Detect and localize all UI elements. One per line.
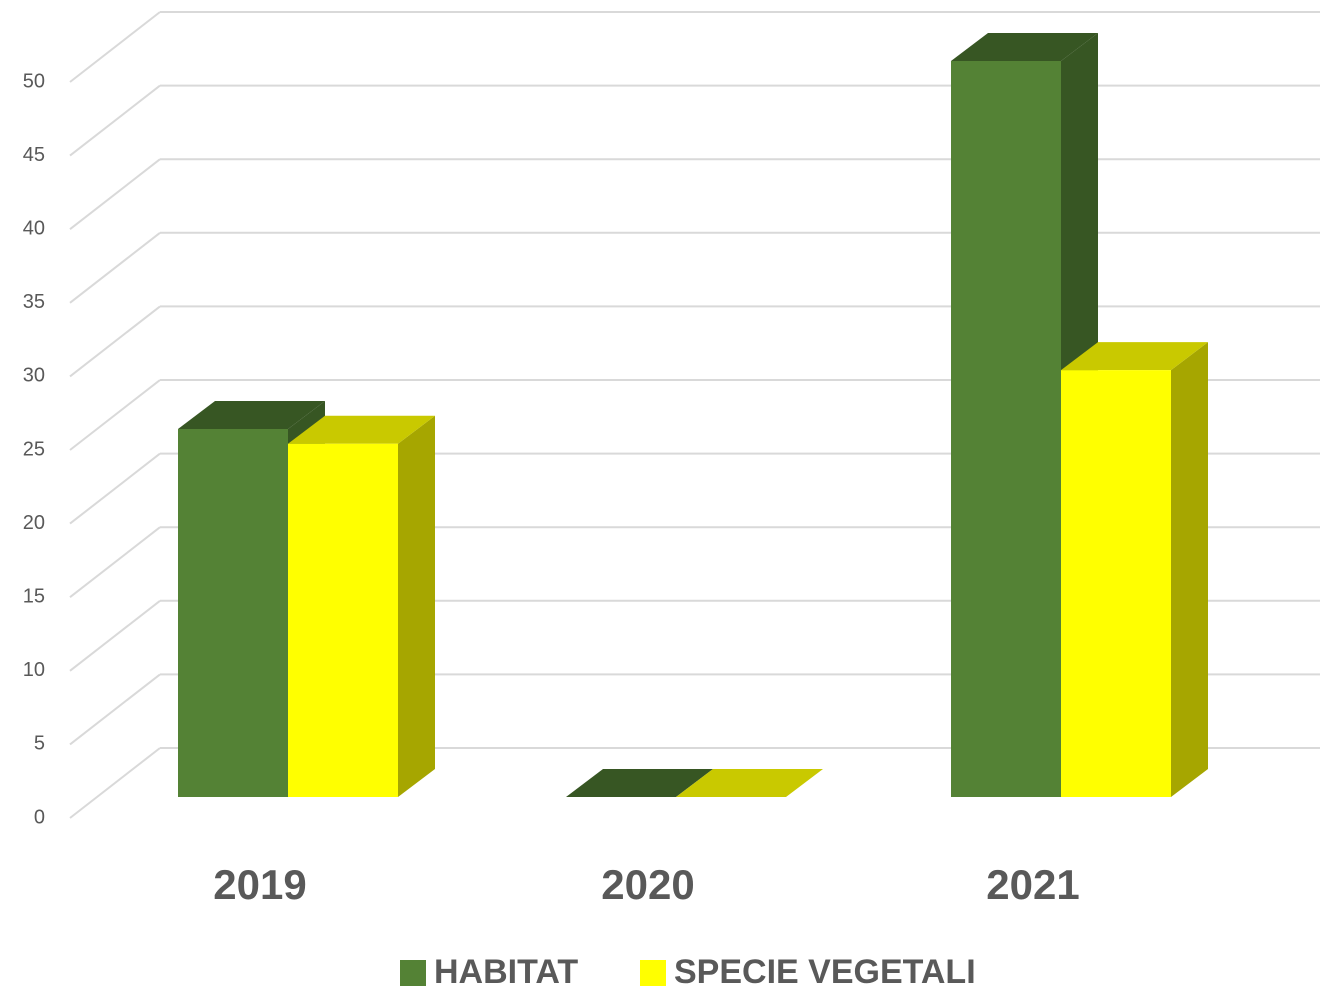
y-tick-label: 5	[34, 733, 45, 755]
y-tick-label: 20	[23, 512, 45, 534]
legend-swatch	[400, 960, 426, 986]
grid-line-side	[70, 306, 160, 376]
y-tick-label: 45	[23, 144, 45, 166]
y-tick-label: 30	[23, 365, 45, 387]
bar	[178, 429, 288, 797]
grid-line-side	[70, 380, 160, 450]
x-tick-label: 2019	[213, 861, 306, 908]
grid-line-side	[70, 527, 160, 597]
legend-swatch	[640, 960, 666, 986]
bar	[1061, 370, 1171, 797]
chart: 0 5 10 15 20 25 30 35 40 45 50 2019 2020 2021 HABITAT S…	[0, 0, 1326, 995]
x-tick-label: 2021	[986, 861, 1079, 908]
y-tick-label: 0	[34, 806, 45, 828]
legend-label: HABITAT	[434, 953, 578, 991]
grid-line-side	[70, 233, 160, 303]
grid-line-side	[70, 748, 160, 818]
legend-label: SPECIE VEGETALI	[674, 953, 976, 991]
grid-line-side	[70, 674, 160, 744]
bar-side	[1171, 342, 1208, 797]
y-tick-label: 25	[23, 438, 45, 460]
grid-line-side	[70, 159, 160, 229]
grid-line-side	[70, 454, 160, 524]
x-tick-label: 2020	[601, 861, 694, 908]
y-tick-label: 50	[23, 70, 45, 92]
y-tick-label: 15	[23, 585, 45, 607]
bar-side	[398, 416, 435, 797]
bar	[288, 444, 398, 797]
y-tick-label: 40	[23, 217, 45, 239]
y-tick-label: 10	[23, 659, 45, 681]
bar	[951, 61, 1061, 797]
grid-line-side	[70, 601, 160, 671]
grid-line-side	[70, 86, 160, 156]
grid-line-side	[70, 12, 160, 82]
y-tick-label: 35	[23, 291, 45, 313]
